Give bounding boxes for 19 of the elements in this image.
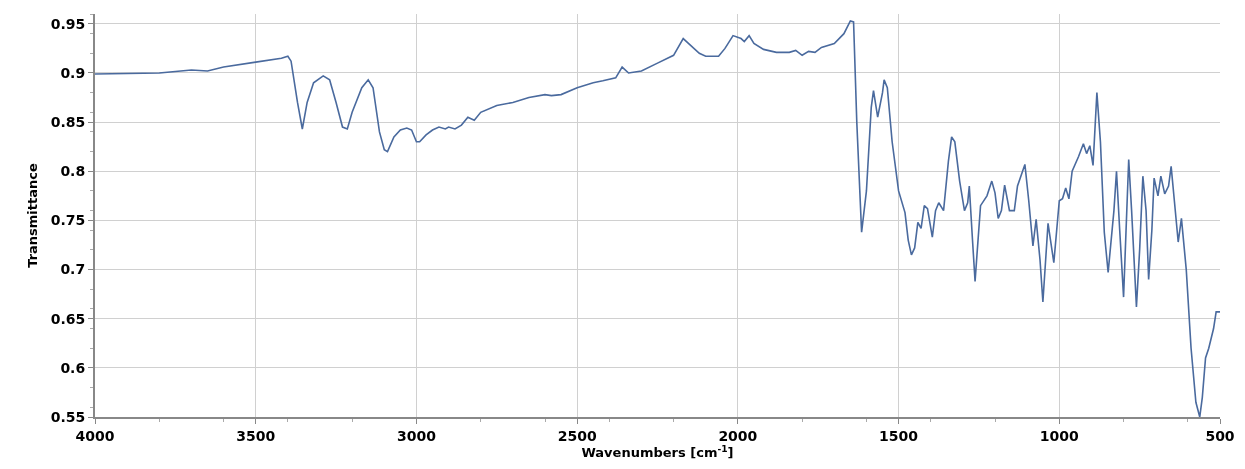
x-tick-label: 4000 xyxy=(75,427,115,444)
x-tick-label: 500 xyxy=(1205,427,1235,444)
x-tick-label: 1500 xyxy=(879,427,919,444)
y-tick-label: 0.6 xyxy=(60,359,86,376)
y-tick-label: 0.7 xyxy=(60,261,86,278)
x-tick-label: 2500 xyxy=(557,427,597,444)
x-tick-label: 3500 xyxy=(236,427,276,444)
y-tick-label: 0.9 xyxy=(60,64,86,81)
x-tick-label: 2000 xyxy=(718,427,758,444)
x-tick-label: 3000 xyxy=(396,427,437,444)
y-tick-label: 0.55 xyxy=(50,408,86,425)
y-axis-title: Transmittance xyxy=(25,163,41,268)
y-tick-label: 0.85 xyxy=(50,114,86,131)
x-axis-title: Wavenumbers [cm$^{-1}$] xyxy=(581,443,734,461)
y-tick-label: 0.65 xyxy=(50,310,86,327)
x-tick-label: 1000 xyxy=(1039,427,1080,444)
y-tick-label: 0.95 xyxy=(50,15,86,32)
y-tick-label: 0.75 xyxy=(50,212,86,229)
y-tick-label: 0.8 xyxy=(60,163,86,180)
